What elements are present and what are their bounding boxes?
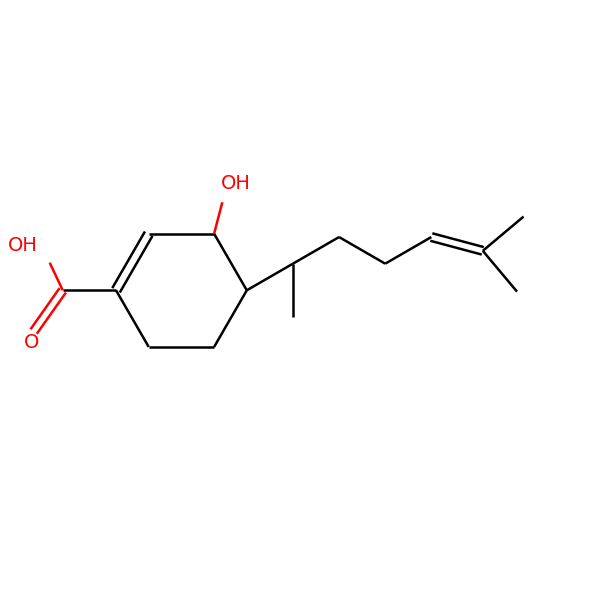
Text: OH: OH — [8, 236, 38, 255]
Text: OH: OH — [221, 175, 251, 193]
Text: O: O — [23, 332, 39, 352]
